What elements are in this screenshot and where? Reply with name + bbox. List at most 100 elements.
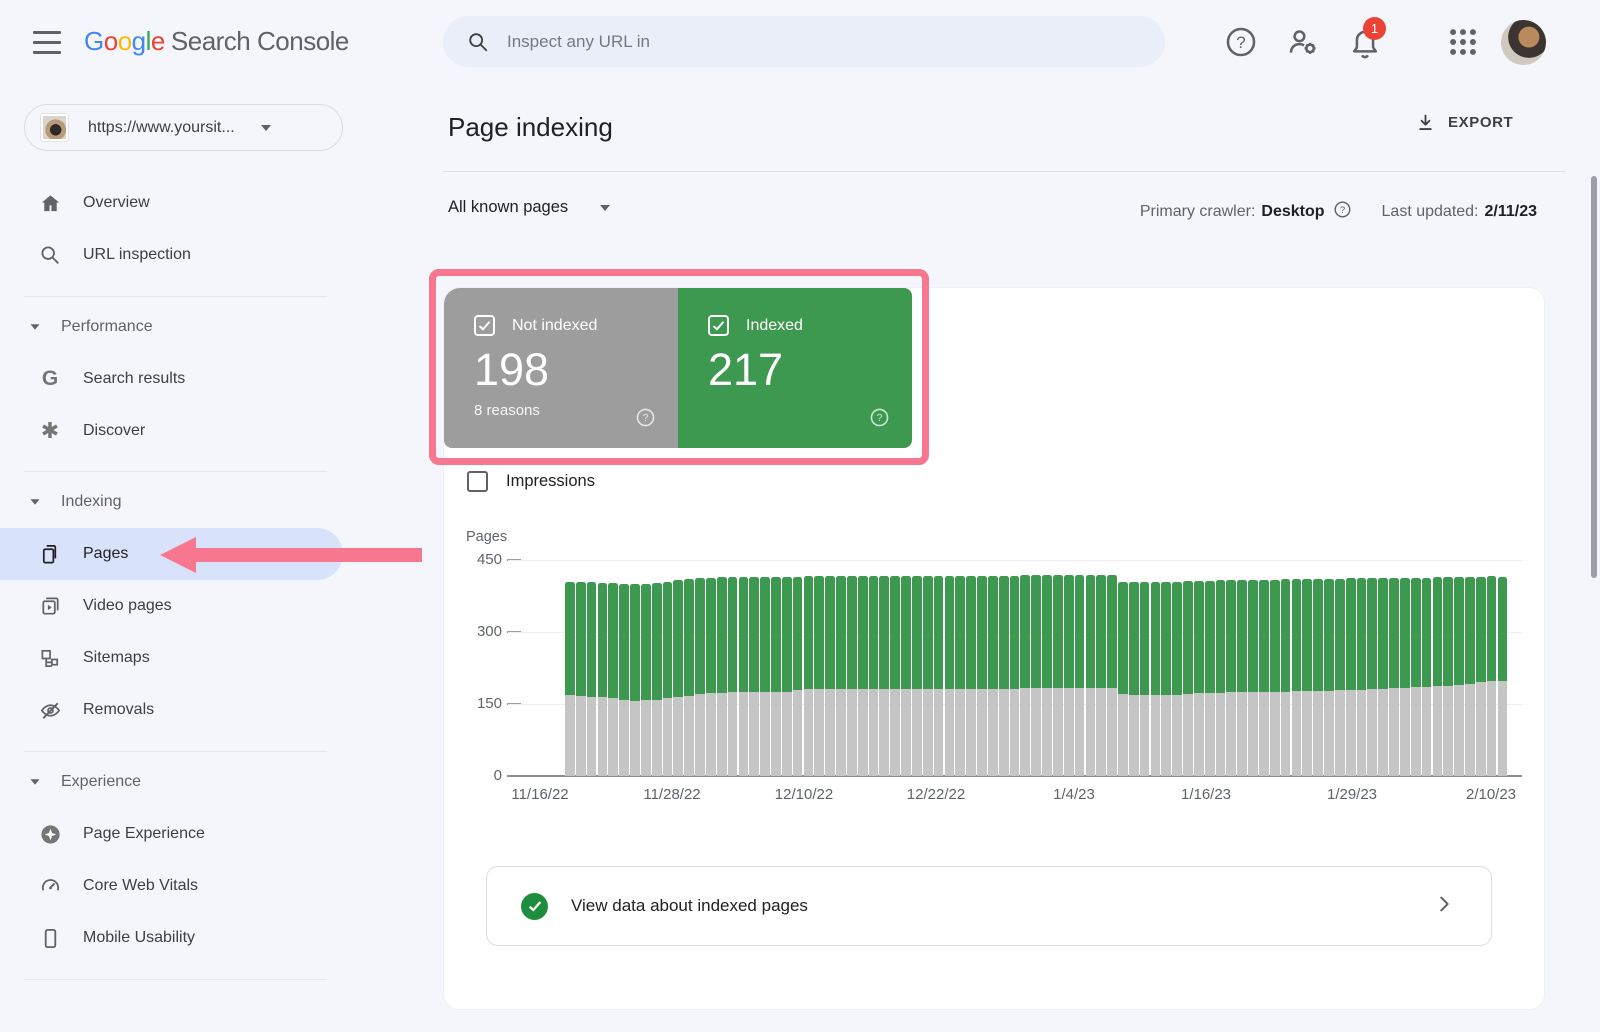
y-tick: 150 (476, 695, 502, 712)
url-inspect-searchbar[interactable] (443, 16, 1165, 67)
magnifier-icon (38, 243, 62, 267)
bar-day-75 (1378, 578, 1389, 776)
sidebar-item-core-web-vitals[interactable]: Core Web Vitals (0, 860, 343, 912)
reasons-link[interactable]: 8 reasons (474, 402, 540, 419)
sidebar-item-search-results[interactable]: G Search results (0, 353, 343, 405)
video-pages-icon (38, 594, 62, 618)
vertical-scrollbar[interactable] (1591, 176, 1597, 578)
product-name: Search Console (170, 26, 350, 56)
app-logo: Google Search Console (84, 26, 349, 57)
bar-day-58 (1193, 580, 1204, 776)
sidebar-item-removals[interactable]: Removals (0, 684, 343, 736)
sidebar-item-label: Overview (83, 194, 150, 211)
sidebar-item-page-experience[interactable]: Page Experience (0, 808, 343, 860)
avatar[interactable] (1501, 20, 1546, 65)
sidebar-item-overview[interactable]: Overview (0, 177, 343, 229)
sidebar-item-pages[interactable]: Pages (0, 528, 343, 580)
help-icon[interactable]: ? (1224, 25, 1258, 59)
menu-icon[interactable] (30, 29, 64, 56)
bar-day-5 (619, 584, 629, 776)
chevron-down-icon (600, 204, 611, 211)
x-tick: 1/16/23 (1180, 786, 1232, 803)
bar-day-24 (825, 576, 835, 776)
search-input[interactable] (507, 31, 1107, 52)
sidebar-item-video-pages[interactable]: Video pages (0, 580, 343, 632)
checkbox-unchecked-icon[interactable] (467, 471, 488, 492)
bar-day-78 (1410, 577, 1421, 776)
bar-day-17 (749, 576, 760, 776)
divider (24, 471, 327, 472)
section-indexing[interactable]: Indexing (0, 481, 343, 523)
property-selector[interactable]: https://www.yoursit... (24, 104, 343, 151)
bar-day-69 (1313, 578, 1323, 776)
bar-day-38 (977, 575, 987, 776)
chevron-right-icon[interactable] (1433, 893, 1455, 920)
sidebar-item-discover[interactable]: ✱ Discover (0, 405, 343, 457)
sidebar-item-label: Page Experience (83, 825, 205, 842)
sidebar-item-label: Mobile Usability (83, 929, 196, 946)
sidebar-item-label: Pages (83, 545, 129, 562)
bar-day-74 (1367, 578, 1378, 776)
apps-grid-icon[interactable] (1446, 25, 1480, 59)
bar-day-72 (1345, 578, 1356, 776)
bar-day-6 (630, 584, 640, 776)
x-tick: 12/22/22 (906, 786, 966, 803)
bar-day-7 (640, 583, 651, 776)
bar-day-68 (1302, 579, 1313, 776)
bar-day-36 (955, 575, 966, 776)
search-icon (469, 32, 488, 51)
page-title: Page indexing (448, 112, 613, 142)
page-indexing-panel: Not indexed 198 8 reasons ? Indexed 217 … (443, 287, 1545, 1010)
bar-day-46 (1063, 575, 1074, 776)
logo-letter: G (84, 26, 104, 56)
chevron-down-icon (260, 124, 271, 131)
bar-day-83 (1465, 577, 1475, 776)
user-settings-icon[interactable] (1286, 25, 1320, 59)
section-performance[interactable]: Performance (0, 306, 343, 348)
export-label: EXPORT (1448, 114, 1514, 131)
not-indexed-card[interactable]: Not indexed 198 8 reasons ? (444, 288, 678, 448)
logo-letter: l (145, 26, 152, 56)
section-experience[interactable]: Experience (0, 761, 343, 803)
bar-day-28 (868, 575, 879, 776)
card-label: Not indexed (512, 316, 598, 334)
svg-text:?: ? (1339, 205, 1344, 216)
property-thumbnail (40, 113, 69, 142)
pages-icon (38, 542, 62, 566)
bar-day-48 (1085, 574, 1096, 776)
bar-day-76 (1389, 577, 1399, 776)
svg-text:?: ? (643, 412, 649, 424)
indexed-card[interactable]: Indexed 217 ? (678, 288, 912, 448)
help-icon[interactable]: ? (1333, 200, 1352, 224)
impressions-label: Impressions (506, 472, 595, 490)
help-icon[interactable]: ? (869, 407, 890, 433)
bar-day-16 (738, 577, 749, 776)
bar-day-42 (1020, 575, 1031, 776)
chevron-down-icon (30, 779, 40, 785)
bar-day-50 (1107, 575, 1117, 776)
x-tick: 1/4/23 (1053, 786, 1095, 803)
bar-day-82 (1454, 577, 1464, 776)
sidebar-item-sitemaps[interactable]: Sitemaps (0, 632, 343, 684)
x-tick: 12/10/22 (774, 786, 834, 803)
help-icon[interactable]: ? (635, 407, 656, 433)
sidebar-item-mobile-usability[interactable]: Mobile Usability (0, 912, 343, 964)
y-tick: 300 (476, 623, 502, 640)
bar-day-51 (1118, 581, 1128, 776)
checkbox-checked-icon[interactable] (708, 315, 729, 336)
bar-day-47 (1074, 574, 1085, 776)
bar-day-54 (1150, 582, 1161, 776)
sidebar-item-label: Removals (83, 701, 155, 718)
bar-day-2 (586, 582, 597, 776)
bar-day-85 (1486, 576, 1497, 776)
bar-day-53 (1139, 582, 1150, 776)
export-button[interactable]: EXPORT (1415, 112, 1513, 133)
bar-day-13 (705, 577, 716, 776)
checkbox-checked-icon[interactable] (474, 315, 495, 336)
view-data-row[interactable]: View data about indexed pages (486, 866, 1492, 946)
sidebar-item-url-inspection[interactable]: URL inspection (0, 229, 343, 281)
page-filter-dropdown[interactable]: All known pages (448, 198, 611, 217)
impressions-toggle[interactable]: Impressions (467, 471, 595, 492)
bar-day-23 (814, 576, 825, 776)
bar-day-63 (1248, 579, 1258, 776)
